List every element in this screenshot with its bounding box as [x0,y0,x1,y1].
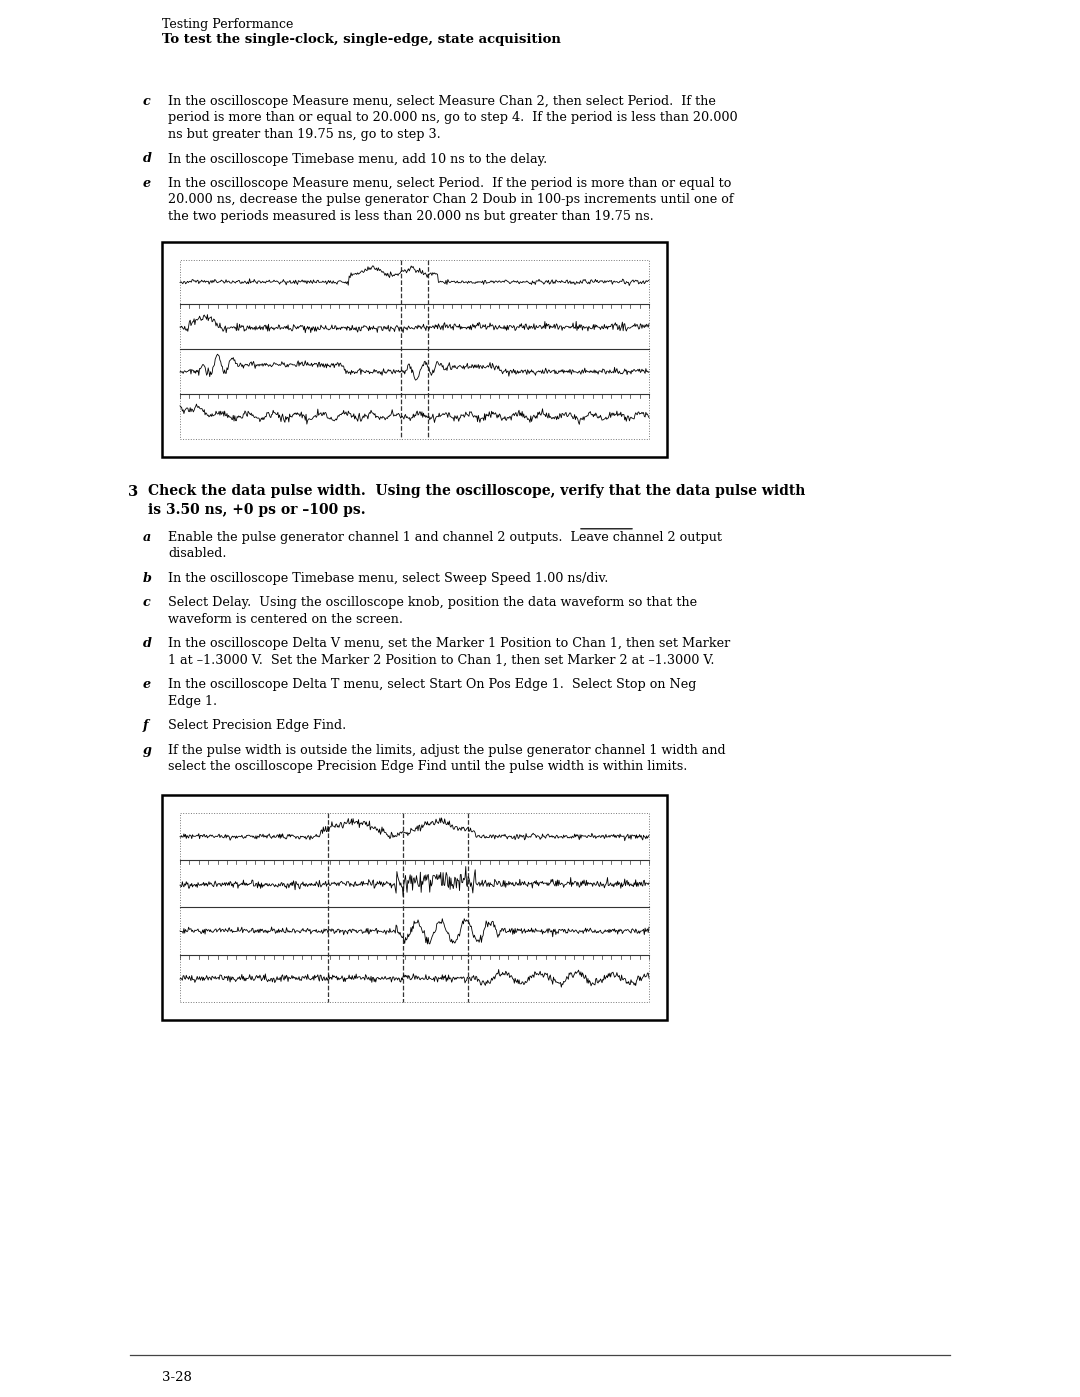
Text: disabled.: disabled. [168,548,227,560]
Text: d: d [143,637,152,650]
Text: f: f [143,719,149,732]
Text: g: g [143,743,152,757]
Text: Check the data pulse width.  Using the oscilloscope, verify that the data pulse : Check the data pulse width. Using the os… [148,485,806,499]
Text: c: c [143,597,151,609]
Text: d: d [143,152,152,165]
Text: select the oscilloscope Precision Edge Find until the pulse width is within limi: select the oscilloscope Precision Edge F… [168,760,687,774]
Text: e: e [143,679,151,692]
Text: 1 at –1.3000 V.  Set the Marker 2 Position to Chan 1, then set Marker 2 at –1.30: 1 at –1.3000 V. Set the Marker 2 Positio… [168,654,715,666]
Text: Edge 1.: Edge 1. [168,694,217,708]
Text: 3: 3 [129,485,138,499]
Text: a: a [143,531,151,543]
Text: Testing Performance: Testing Performance [162,18,294,31]
Text: c: c [143,95,151,108]
Text: Select Precision Edge Find.: Select Precision Edge Find. [168,719,347,732]
Text: If the pulse width is outside the limits, adjust the pulse generator channel 1 w: If the pulse width is outside the limits… [168,743,726,757]
Text: ns but greater than 19.75 ns, go to step 3.: ns but greater than 19.75 ns, go to step… [168,129,441,141]
Text: In the oscilloscope Measure menu, select Measure Chan 2, then select Period.  If: In the oscilloscope Measure menu, select… [168,95,716,108]
Text: In the oscilloscope Delta T menu, select Start On Pos Edge 1.  Select Stop on Ne: In the oscilloscope Delta T menu, select… [168,679,697,692]
Text: In the oscilloscope Measure menu, select Period.  If the period is more than or : In the oscilloscope Measure menu, select… [168,177,731,190]
Bar [180,813,649,1002]
Text: To test the single-clock, single-edge, state acquisition: To test the single-clock, single-edge, s… [162,34,561,46]
Bar [180,260,649,439]
Bar [162,242,667,457]
Text: is 3.50 ns, +0 ps or –100 ps.: is 3.50 ns, +0 ps or –100 ps. [148,503,366,517]
Text: Select Delay.  Using the oscilloscope knob, position the data waveform so that t: Select Delay. Using the oscilloscope kno… [168,597,697,609]
Text: the two periods measured is less than 20.000 ns but greater than 19.75 ns.: the two periods measured is less than 20… [168,210,653,224]
Text: 3-28: 3-28 [162,1370,192,1384]
Text: Enable the pulse generator channel 1 and channel 2 outputs.  Leave channel 2 out: Enable the pulse generator channel 1 and… [168,531,723,543]
Text: In the oscilloscope Delta V menu, set the Marker 1 Position to Chan 1, then set : In the oscilloscope Delta V menu, set th… [168,637,730,650]
Text: e: e [143,177,151,190]
Bar [162,795,667,1020]
Text: In the oscilloscope Timebase menu, select Sweep Speed 1.00 ns/div.: In the oscilloscope Timebase menu, selec… [168,571,608,585]
Text: waveform is centered on the screen.: waveform is centered on the screen. [168,613,403,626]
Text: period is more than or equal to 20.000 ns, go to step 4.  If the period is less : period is more than or equal to 20.000 n… [168,112,738,124]
Text: 20.000 ns, decrease the pulse generator Chan 2 Doub in 100-ps increments until o: 20.000 ns, decrease the pulse generator … [168,194,733,207]
Text: In the oscilloscope Timebase menu, add 10 ns to the delay.: In the oscilloscope Timebase menu, add 1… [168,152,548,165]
Text: b: b [143,571,152,585]
